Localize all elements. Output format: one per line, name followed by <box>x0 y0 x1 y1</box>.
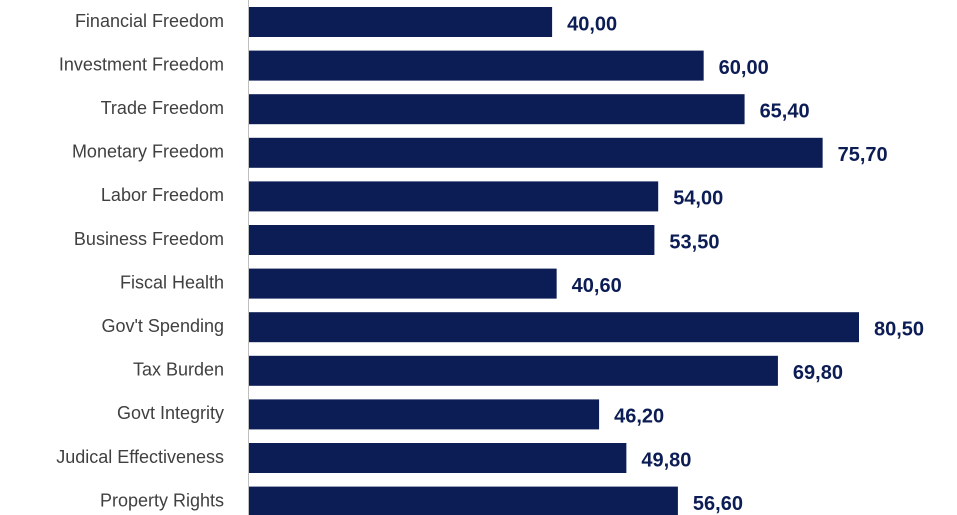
bar <box>249 443 627 473</box>
value-label: 60,00 <box>719 57 769 79</box>
category-label: Govt Integrity <box>117 403 224 423</box>
bar <box>249 94 745 125</box>
category-label: Tax Burden <box>133 360 224 380</box>
bar <box>249 268 557 299</box>
bar <box>249 7 553 37</box>
bar <box>249 355 778 386</box>
bar <box>249 137 823 168</box>
bar <box>249 399 600 430</box>
value-label: 75,70 <box>838 144 888 166</box>
category-label: Gov't Spending <box>101 316 224 336</box>
value-label: 53,50 <box>669 231 719 253</box>
bar <box>249 312 859 343</box>
bar <box>249 181 659 212</box>
category-label: Labor Freedom <box>101 185 224 205</box>
category-label: Trade Freedom <box>101 98 224 118</box>
category-label: Property Rights <box>100 490 224 510</box>
value-label: 56,60 <box>693 493 743 515</box>
value-label: 40,00 <box>567 13 617 35</box>
value-label: 69,80 <box>793 362 843 384</box>
category-label: Judical Effectiveness <box>56 447 224 467</box>
category-label: Monetary Freedom <box>72 142 224 162</box>
category-label: Investment Freedom <box>59 54 224 74</box>
bar <box>249 486 678 515</box>
value-label: 40,60 <box>572 275 622 297</box>
category-label: Financial Freedom <box>75 11 224 31</box>
category-label: Fiscal Health <box>120 272 224 292</box>
bar <box>249 225 655 255</box>
value-label: 80,50 <box>874 318 924 340</box>
value-label: 65,40 <box>760 100 810 122</box>
bar <box>249 50 704 81</box>
value-label: 54,00 <box>673 188 723 210</box>
value-label: 46,20 <box>614 406 664 428</box>
category-label: Business Freedom <box>74 229 224 249</box>
value-label: 49,80 <box>641 449 691 471</box>
